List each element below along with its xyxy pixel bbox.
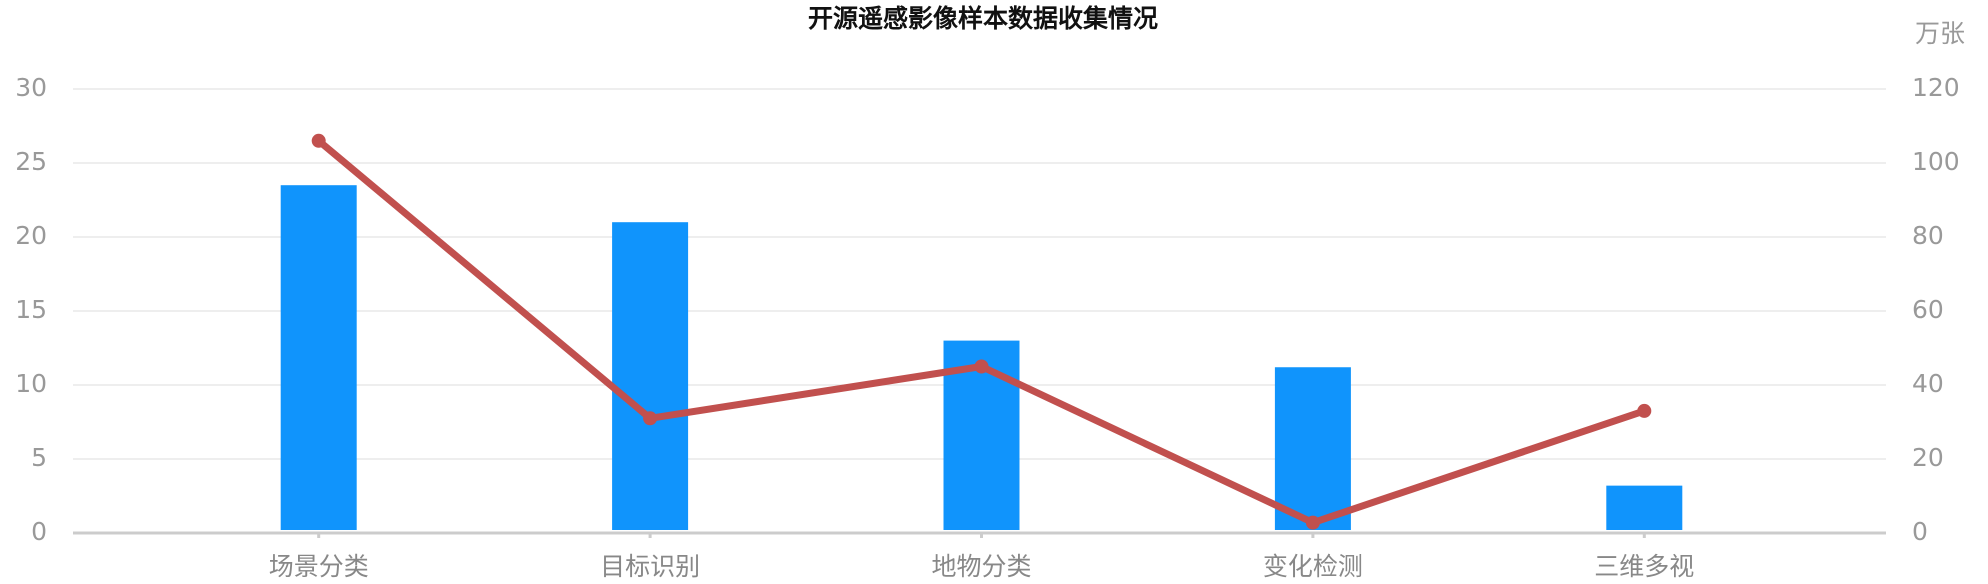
y2-tick-label: 80	[1912, 221, 1944, 250]
bar	[280, 185, 357, 530]
x-tick-label: 三维多视	[1594, 552, 1694, 581]
y-tick-label: 15	[15, 295, 47, 324]
y-tick-label: 10	[15, 369, 47, 398]
y-tick-label: 0	[31, 517, 47, 546]
bar	[612, 222, 689, 530]
x-tick-label: 场景分类	[269, 552, 369, 581]
y-tick-label: 5	[31, 443, 47, 472]
y-tick-label: 30	[15, 73, 47, 102]
bar	[1606, 485, 1683, 530]
line-point	[643, 411, 658, 426]
line-point	[1637, 403, 1652, 418]
y2-tick-label: 120	[1912, 73, 1960, 102]
line-point	[311, 133, 326, 148]
y-tick-label: 20	[15, 221, 47, 250]
line-point	[974, 359, 989, 374]
x-tick-label: 变化检测	[1263, 552, 1363, 581]
y-tick-label: 25	[15, 147, 47, 176]
y2-tick-label: 0	[1912, 517, 1928, 546]
x-tick-label: 目标识别	[600, 552, 700, 581]
line-point	[1305, 515, 1320, 530]
y2-tick-label: 40	[1912, 369, 1944, 398]
bar	[1274, 367, 1351, 530]
y2-tick-label: 100	[1912, 147, 1960, 176]
y2-tick-label: 20	[1912, 443, 1944, 472]
y2-axis-label: 万张	[1915, 19, 1965, 48]
x-tick-label: 地物分类	[931, 552, 1031, 581]
chart-title: 开源遥感影像样本数据收集情况	[808, 4, 1158, 33]
y2-tick-label: 60	[1912, 295, 1944, 324]
